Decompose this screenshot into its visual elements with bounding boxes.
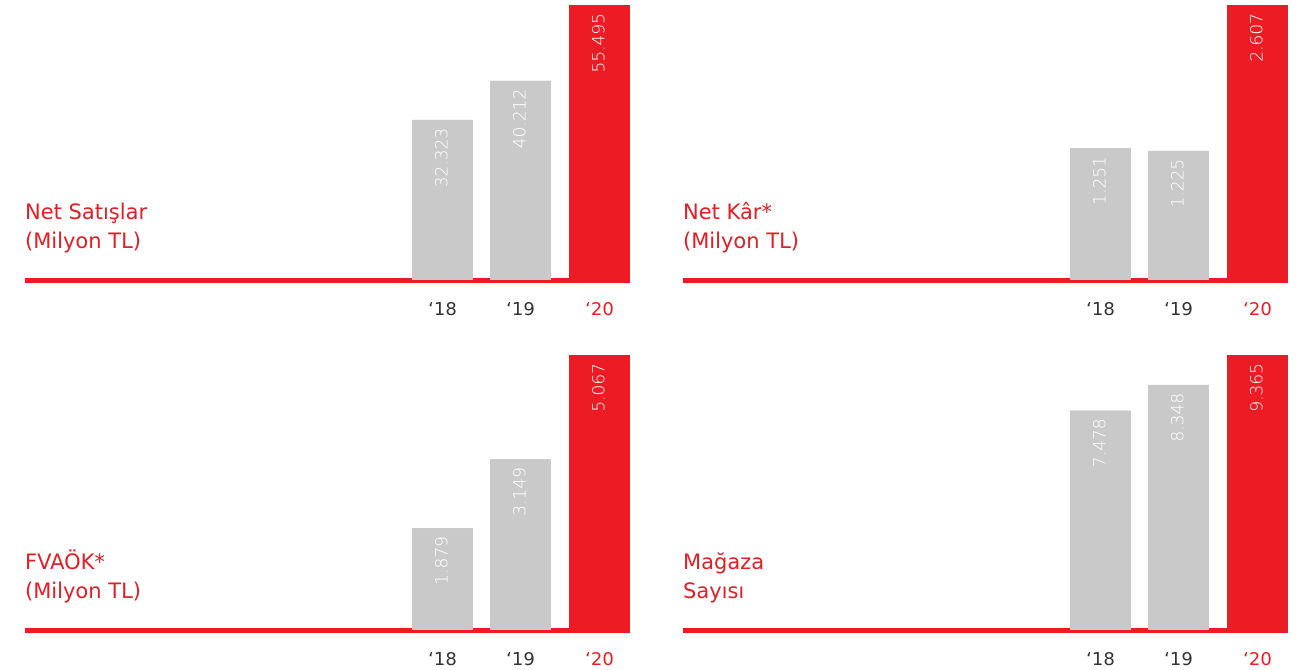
value-label: 8.348 bbox=[1169, 393, 1189, 442]
x-tick-label: ‘20 bbox=[585, 299, 614, 320]
bar bbox=[412, 528, 473, 630]
chart-title: Sayısı bbox=[683, 579, 744, 603]
bar bbox=[490, 80, 551, 280]
baseline bbox=[683, 278, 1288, 283]
x-tick-label: ‘19 bbox=[1164, 299, 1193, 320]
baseline bbox=[25, 278, 630, 283]
bar bbox=[412, 119, 473, 280]
x-tick-label: ‘18 bbox=[428, 299, 457, 320]
x-tick-label: ‘19 bbox=[1164, 649, 1193, 670]
bar bbox=[1148, 384, 1209, 630]
x-tick-label: ‘19 bbox=[506, 299, 535, 320]
bar bbox=[1227, 355, 1288, 630]
bar bbox=[1227, 5, 1288, 280]
bar bbox=[569, 355, 630, 630]
value-label: 32.323 bbox=[433, 128, 453, 187]
value-label: 2.607 bbox=[1248, 13, 1268, 62]
chart-title: Net Kâr* bbox=[683, 200, 772, 224]
value-label: 1.251 bbox=[1091, 156, 1111, 205]
bar bbox=[1148, 150, 1209, 280]
value-label: 40.212 bbox=[511, 89, 531, 148]
bar bbox=[1070, 410, 1131, 630]
value-label: 1.879 bbox=[433, 536, 453, 585]
x-tick-label: ‘19 bbox=[506, 649, 535, 670]
bar bbox=[1070, 148, 1131, 280]
chart-title: Net Satışlar bbox=[25, 200, 147, 224]
x-tick-label: ‘20 bbox=[1243, 299, 1272, 320]
baseline bbox=[683, 628, 1288, 633]
value-label: 9.365 bbox=[1248, 363, 1268, 412]
value-label: 5.067 bbox=[590, 363, 610, 412]
chart-title: (Milyon TL) bbox=[25, 579, 141, 603]
value-label: 7.478 bbox=[1091, 418, 1111, 467]
chart-title: (Milyon TL) bbox=[25, 229, 141, 253]
x-tick-label: ‘20 bbox=[1243, 649, 1272, 670]
value-label: 3.149 bbox=[511, 467, 531, 516]
bar bbox=[490, 459, 551, 630]
chart-title: Mağaza bbox=[683, 550, 764, 574]
chart-title: (Milyon TL) bbox=[683, 229, 799, 253]
baseline bbox=[25, 628, 630, 633]
value-label: 55.495 bbox=[590, 13, 610, 72]
x-tick-label: ‘18 bbox=[1086, 649, 1115, 670]
chart-title: FVAÖK* bbox=[25, 549, 105, 574]
x-tick-label: ‘18 bbox=[1086, 299, 1115, 320]
value-label: 1.225 bbox=[1169, 159, 1189, 208]
bar bbox=[569, 5, 630, 280]
x-tick-label: ‘18 bbox=[428, 649, 457, 670]
x-tick-label: ‘20 bbox=[585, 649, 614, 670]
